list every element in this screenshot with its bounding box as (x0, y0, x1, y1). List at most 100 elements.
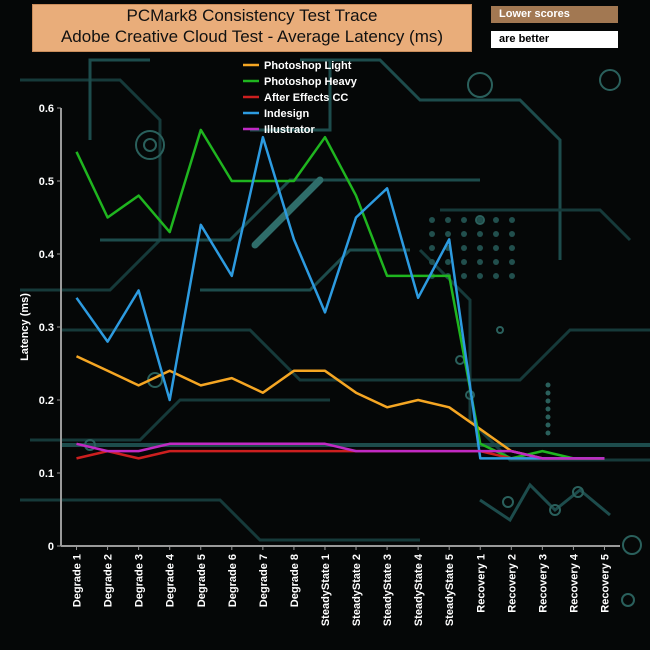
circuit-trace (250, 60, 332, 132)
circuit-dot (493, 245, 499, 251)
circuit-dot (445, 259, 451, 265)
circuit-dot (445, 231, 451, 237)
circuit-dot (493, 273, 499, 279)
circuit-node (467, 72, 493, 98)
circuit-dot (429, 259, 435, 265)
circuit-trace (300, 58, 562, 260)
circuit-node (502, 496, 514, 508)
legend-label: Photoshop Light (264, 60, 352, 72)
circuit-dot (509, 231, 515, 237)
circuit-dot (477, 259, 483, 265)
x-tick-label: Recovery 2 (506, 554, 518, 613)
series-line (75, 355, 605, 460)
y-tick-label: 0.5 (39, 176, 54, 188)
circuit-dot (545, 430, 551, 436)
circuit-dot (477, 231, 483, 237)
circuit-dot (545, 422, 551, 428)
chart-title: PCMark8 Consistency Test Trace (126, 6, 378, 25)
chart-subtitle: Adobe Creative Cloud Test - Average Late… (60, 27, 444, 46)
series-line (76, 442, 605, 460)
x-tick-label: Degrade 4 (165, 553, 177, 607)
x-tick-label: SteadyState 3 (382, 554, 394, 626)
circuit-dot (477, 245, 483, 251)
circuit-dot (545, 398, 551, 404)
circuit-node (621, 593, 635, 607)
x-tick-label: Recovery 5 (599, 554, 611, 613)
x-tick-label: Degrade 3 (134, 554, 146, 607)
circuit-dot (509, 259, 515, 265)
y-tick-label: 0.1 (39, 468, 54, 480)
circuit-dot (509, 273, 515, 279)
x-tick-label: SteadyState 4 (413, 553, 425, 626)
circuit-node (475, 215, 485, 225)
circuit-dot (461, 273, 467, 279)
y-tick-label: 0.2 (39, 395, 54, 407)
circuit-dot (509, 245, 515, 251)
x-tick-label: Degrade 8 (289, 554, 301, 607)
legend-label: Indesign (264, 108, 310, 120)
x-tick-label: Recovery 1 (475, 554, 487, 613)
circuit-trace (20, 498, 420, 542)
circuit-dot (493, 231, 499, 237)
circuit-bar (251, 176, 324, 249)
y-tick-label: 0.4 (39, 249, 55, 261)
circuit-node (549, 504, 561, 516)
circuit-node (599, 69, 621, 91)
circuit-trace (20, 78, 162, 292)
y-axis-label: Latency (ms) (19, 293, 31, 361)
circuit-node (496, 326, 504, 334)
y-tick-label: 0.6 (39, 103, 54, 115)
circuit-dot (461, 259, 467, 265)
x-tick-label: SteadyState 2 (351, 554, 363, 626)
circuit-trace (440, 208, 632, 242)
y-tick-label: 0 (48, 541, 54, 553)
circuit-dot (545, 382, 551, 388)
circuit-dot (493, 259, 499, 265)
circuit-node (572, 486, 584, 498)
y-tick-label: 0.3 (39, 322, 54, 334)
circuit-dot (445, 217, 451, 223)
circuit-trace (100, 178, 480, 242)
circuit-trace (479, 482, 611, 523)
circuit-dot (429, 231, 435, 237)
circuit-dot (461, 245, 467, 251)
x-tick-label: Recovery 4 (568, 553, 580, 613)
legend-label: Illustrator (264, 124, 315, 136)
series-line (75, 135, 605, 460)
x-tick-label: Degrade 6 (227, 554, 239, 607)
circuit-dot (429, 245, 435, 251)
legend-label: After Effects CC (264, 92, 348, 104)
circuit-dot (493, 217, 499, 223)
circuit-trace (200, 248, 410, 292)
circuit-dot (477, 273, 483, 279)
x-tick-label: SteadyState 5 (444, 554, 456, 626)
circuit-trace (88, 58, 150, 140)
x-tick-label: Degrade 2 (103, 554, 115, 607)
note-lower-scores: Lower scores (491, 6, 618, 23)
circuit-trace (30, 398, 330, 442)
circuit-node (143, 138, 157, 152)
x-tick-label: SteadyState 1 (320, 554, 332, 626)
circuit-dot (461, 217, 467, 223)
circuit-node (622, 535, 642, 555)
x-tick-label: Degrade 7 (258, 554, 270, 607)
circuit-dot (461, 231, 467, 237)
x-tick-label: Degrade 1 (72, 554, 84, 607)
x-tick-label: Degrade 5 (196, 554, 208, 607)
x-tick-label: Recovery 3 (537, 554, 549, 613)
legend-label: Photoshop Heavy (264, 76, 358, 88)
circuit-dot (545, 406, 551, 412)
circuit-dot (429, 217, 435, 223)
circuit-dot (477, 217, 483, 223)
circuit-dot (545, 390, 551, 396)
circuit-trace (418, 248, 650, 462)
note-are-better: are better (491, 31, 618, 48)
chart-title-box: PCMark8 Consistency Test Trace Adobe Cre… (32, 4, 472, 52)
circuit-dot (545, 414, 551, 420)
circuit-trace (60, 328, 650, 382)
series-line (75, 128, 605, 460)
circuit-dot (509, 217, 515, 223)
